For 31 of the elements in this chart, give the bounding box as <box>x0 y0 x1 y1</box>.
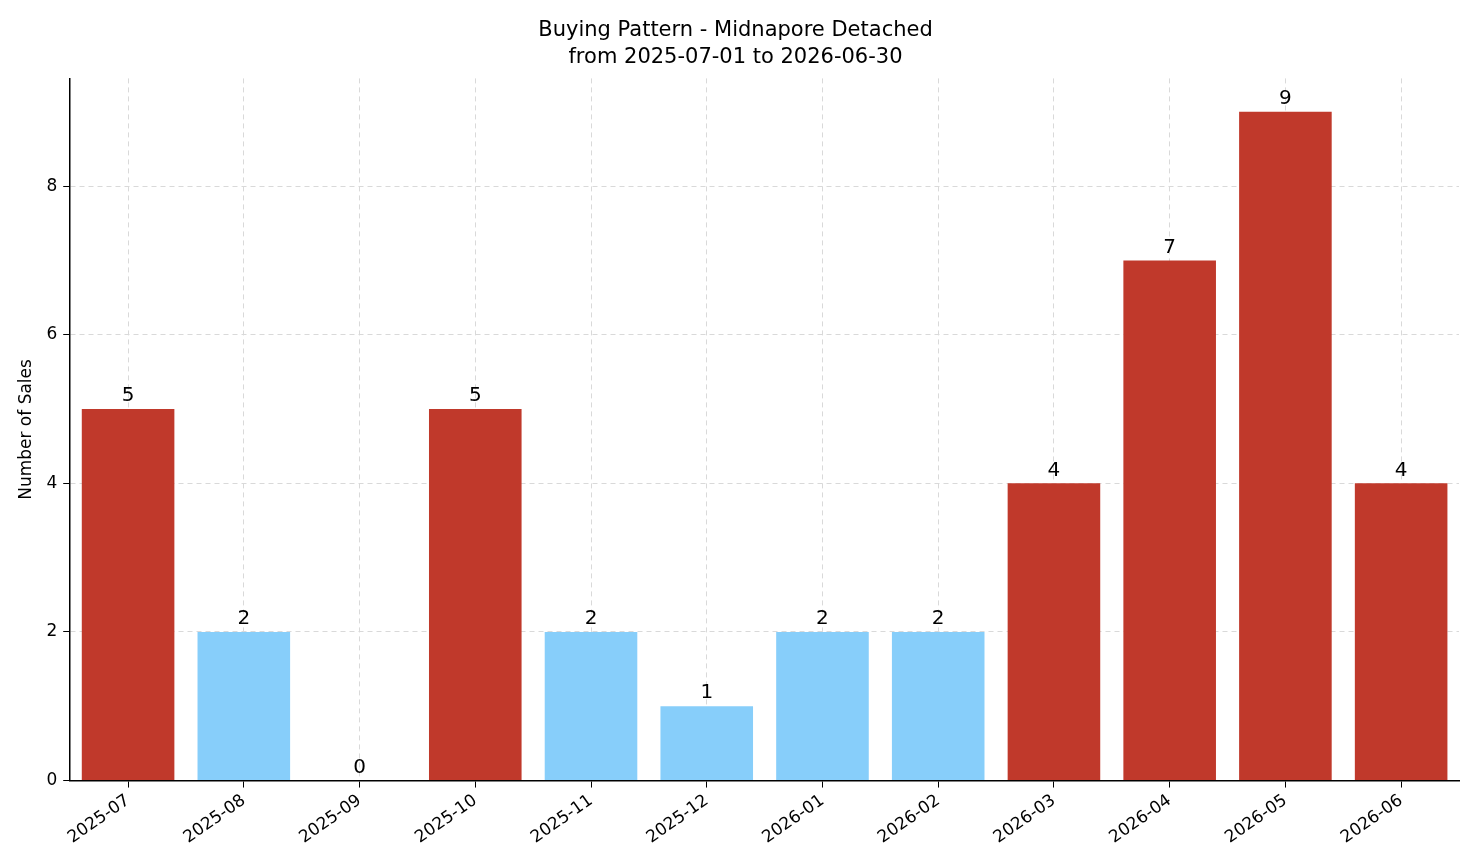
bar <box>776 631 869 781</box>
y-tick-label: 2 <box>46 620 58 641</box>
bar <box>1239 111 1332 781</box>
y-tick-label: 6 <box>46 323 58 344</box>
data-label: 1 <box>700 679 714 704</box>
data-label: 2 <box>816 605 829 630</box>
y-axis-title: Number of Sales <box>14 358 35 500</box>
bar <box>1123 260 1216 781</box>
data-label: 0 <box>353 753 366 778</box>
bar <box>1354 483 1448 781</box>
bar <box>428 409 522 781</box>
data-label: 2 <box>931 605 945 630</box>
y-tick-label: 8 <box>46 174 58 195</box>
bar <box>81 409 175 781</box>
data-label: 4 <box>1394 456 1408 481</box>
data-label: 5 <box>121 382 135 407</box>
data-label: 5 <box>468 382 482 407</box>
data-label: 9 <box>1279 85 1292 110</box>
chart-subtitle: from 2025-07-01 to 2026-06-30 <box>568 44 903 69</box>
data-label: 2 <box>584 605 598 630</box>
bar <box>660 706 754 781</box>
data-label: 7 <box>1163 233 1177 258</box>
data-label: 4 <box>1047 456 1061 481</box>
bar <box>891 631 985 781</box>
bar <box>197 631 291 781</box>
bar <box>1007 483 1101 781</box>
bar <box>544 631 638 781</box>
y-tick-label: 0 <box>46 768 58 789</box>
y-tick-label: 4 <box>46 471 58 492</box>
data-label: 2 <box>237 605 251 630</box>
chart-title: Buying Pattern - Midnapore Detached <box>538 17 933 42</box>
